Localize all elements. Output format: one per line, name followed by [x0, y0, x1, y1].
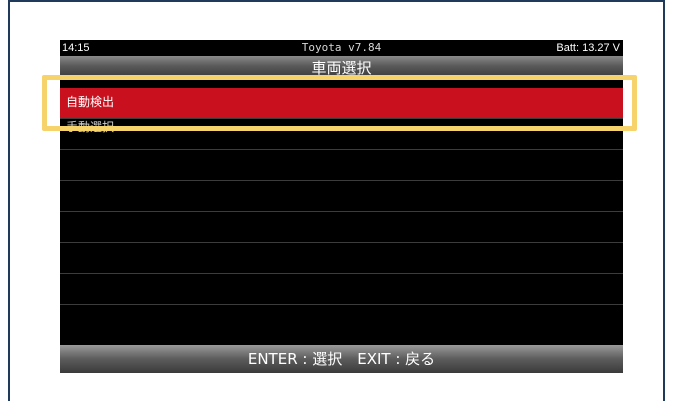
menu-item-empty — [60, 243, 623, 274]
status-time: 14:15 — [62, 42, 90, 54]
key-hint-footer: ENTER : 選択 EXIT : 戻る — [60, 345, 623, 373]
menu-item-empty — [60, 212, 623, 243]
menu-item-label: 手動選択 — [66, 120, 115, 134]
menu-item-empty — [60, 150, 623, 181]
app-version: Toyota v7.84 — [301, 41, 382, 54]
page-title-bar: 車両選択 — [60, 56, 623, 78]
vehicle-selection-menu: 自動検出 手動選択 — [60, 88, 623, 336]
scanner-screen: 14:15 Toyota v7.84 Batt: 13.27 V 車両選択 自動… — [60, 40, 623, 373]
key-hint-text: ENTER : 選択 EXIT : 戻る — [247, 350, 436, 368]
menu-item-manual-select[interactable]: 手動選択 — [60, 119, 623, 150]
status-bar: 14:15 Toyota v7.84 Batt: 13.27 V — [60, 40, 623, 56]
menu-item-empty — [60, 181, 623, 212]
page-title: 車両選択 — [311, 59, 372, 77]
menu-item-empty — [60, 305, 623, 336]
menu-item-auto-detect[interactable]: 自動検出 — [60, 88, 623, 119]
battery-voltage: Batt: 13.27 V — [556, 42, 620, 54]
menu-item-empty — [60, 274, 623, 305]
menu-item-label: 自動検出 — [66, 95, 115, 109]
